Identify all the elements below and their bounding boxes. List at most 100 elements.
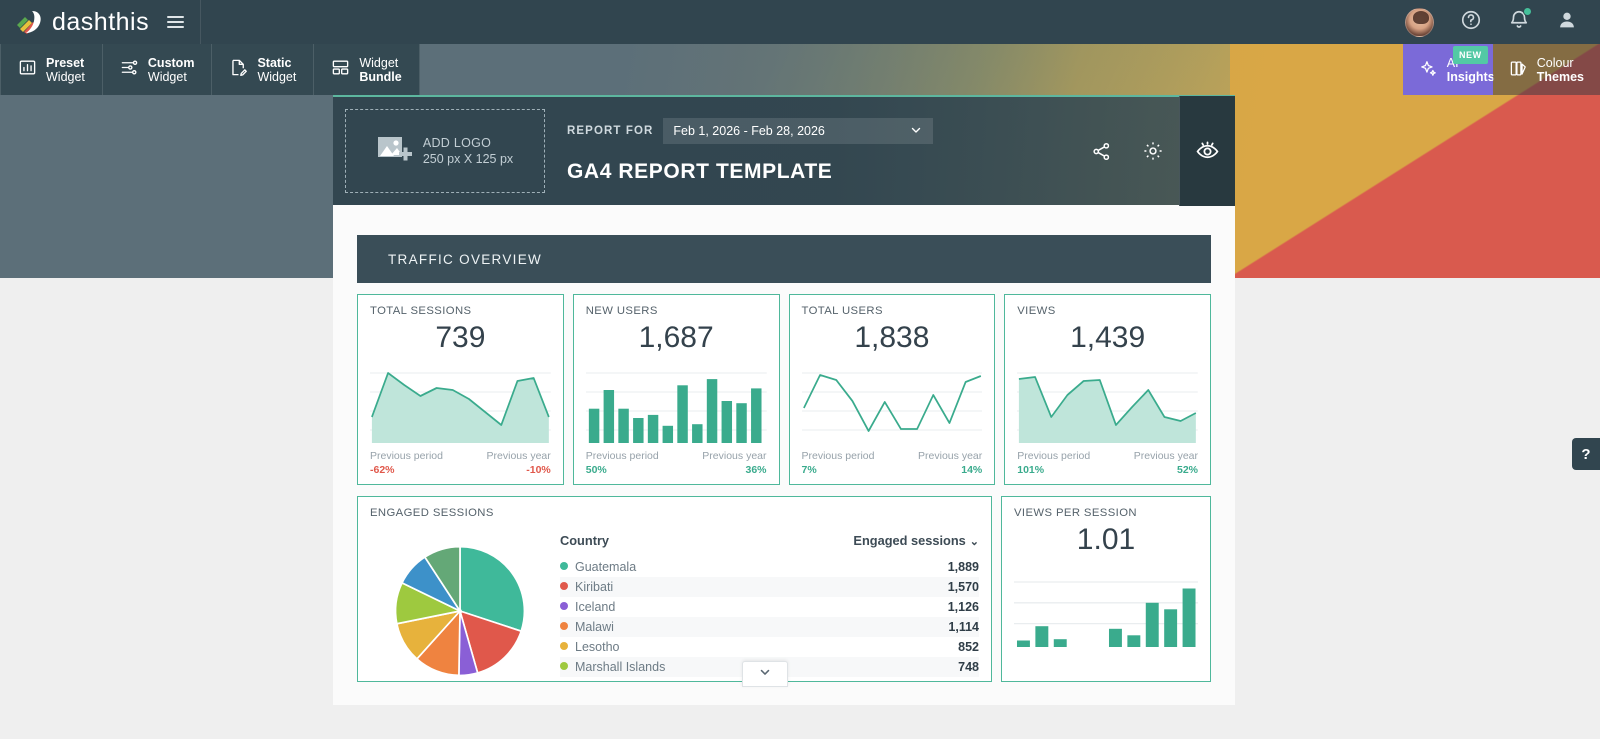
kpi-prev-period-label: Previous period bbox=[370, 450, 443, 462]
user-avatar[interactable] bbox=[1405, 7, 1434, 37]
ai-insights-bold: Insights bbox=[1446, 69, 1495, 84]
colour-themes-button[interactable]: Colour Themes bbox=[1492, 44, 1600, 95]
bottom-row: ENGAGED SESSIONS bbox=[357, 496, 1211, 687]
table-row[interactable]: Marshall Islands 748 bbox=[560, 657, 979, 677]
help-floating-button[interactable]: ? bbox=[1572, 438, 1600, 470]
engaged-sessions-table-wrap: Country Engaged sessions ⌄ Guatemala bbox=[550, 519, 979, 687]
kpi-card-views[interactable]: VIEWS 1,439 bbox=[1004, 294, 1211, 485]
chevron-down-icon bbox=[909, 123, 923, 140]
table-cell-value: 852 bbox=[958, 640, 979, 654]
expand-table-button[interactable] bbox=[741, 661, 788, 687]
views-per-session-value: 1.01 bbox=[1076, 523, 1136, 556]
kpi-prev-period-value: -62% bbox=[370, 464, 395, 476]
person-icon[interactable] bbox=[1556, 9, 1578, 36]
kpi-footer: Previous period 7% Previous year 14% bbox=[802, 450, 983, 476]
kpi-prev-year: Previous year 52% bbox=[1134, 450, 1198, 476]
palette-icon bbox=[1509, 59, 1528, 81]
table-row[interactable]: Iceland 1,126 bbox=[560, 597, 979, 617]
custom-widget-bold: Custom bbox=[147, 55, 195, 70]
ai-insights-button[interactable]: NEW AI Insights bbox=[1402, 44, 1495, 95]
kpi-card-new-users[interactable]: NEW USERS 1,687 bbox=[572, 294, 780, 485]
new-badge: NEW bbox=[1452, 46, 1488, 64]
sparkline-total-users bbox=[801, 365, 983, 443]
table-cell-value: 748 bbox=[751, 657, 979, 677]
sparkline-area-views bbox=[1017, 365, 1198, 443]
help-circle-icon[interactable] bbox=[1460, 9, 1482, 36]
kpi-title: TOTAL USERS bbox=[801, 305, 883, 317]
image-add-icon bbox=[377, 136, 413, 166]
kpi-prev-period-value: 101% bbox=[1017, 464, 1045, 476]
custom-widget-light: Widget bbox=[147, 69, 187, 84]
kpi-title: NEW USERS bbox=[585, 305, 658, 317]
table-header-row: Country Engaged sessions ⌄ bbox=[560, 533, 979, 557]
dashthis-logo-icon bbox=[14, 9, 44, 35]
right-tools-group: NEW AI Insights bbox=[1402, 44, 1600, 95]
add-logo-dropzone[interactable]: ADD LOGO 250 px X 125 px bbox=[345, 109, 545, 193]
chevron-down-icon: ⌄ bbox=[969, 536, 979, 548]
preset-widget-light: Widget bbox=[46, 69, 85, 84]
chevron-down-icon bbox=[758, 665, 772, 684]
country-name: Malawi bbox=[575, 620, 614, 634]
bar-chart-icon bbox=[18, 58, 37, 82]
country-name: Marshall Islands bbox=[575, 660, 666, 674]
top-navigation-bar: dashthis bbox=[0, 0, 1600, 44]
widget-bundle-button[interactable]: Widget Bundle bbox=[314, 44, 420, 95]
kpi-prev-period-label: Previous period bbox=[585, 450, 659, 462]
panel-engaged-sessions[interactable]: ENGAGED SESSIONS bbox=[357, 496, 992, 687]
kpi-prev-period-value: 7% bbox=[801, 464, 817, 476]
date-range-value: Feb 1, 2026 - Feb 28, 2026 bbox=[673, 124, 825, 138]
table-cell-country: Marshall Islands bbox=[560, 657, 752, 677]
report-for-row: REPORT FOR Feb 1, 2026 - Feb 28, 2026 bbox=[567, 118, 1075, 144]
kpi-prev-year: Previous year -10% bbox=[487, 450, 551, 476]
notification-badge bbox=[1523, 6, 1532, 16]
panel-views-per-session[interactable]: VIEWS PER SESSION 1.01 bbox=[1001, 496, 1211, 682]
report-header-actions bbox=[1075, 96, 1235, 206]
table-row[interactable]: Malawi 1,114 bbox=[560, 617, 979, 637]
kpi-prev-period: Previous period 101% bbox=[1017, 450, 1090, 476]
kpi-footer: Previous period -62% Previous year -10% bbox=[370, 450, 551, 476]
widget-bundle-label: Widget Bundle bbox=[359, 56, 401, 84]
kpi-card-total-users[interactable]: TOTAL USERS 1,838 Previou bbox=[788, 294, 996, 485]
series-color-dot bbox=[560, 562, 568, 570]
hamburger-icon[interactable] bbox=[167, 16, 185, 28]
kpi-prev-year-label: Previous year bbox=[702, 450, 767, 462]
series-color-dot bbox=[560, 622, 568, 630]
table-row[interactable]: Lesotho 852 bbox=[560, 637, 979, 657]
kpi-row: TOTAL SESSIONS 739 bbox=[357, 294, 1211, 485]
country-name: Kiribati bbox=[575, 580, 614, 594]
settings-gear-icon[interactable] bbox=[1127, 96, 1179, 206]
table-row[interactable]: Guatemala 1,889 bbox=[560, 557, 979, 577]
country-name: Lesotho bbox=[575, 640, 620, 654]
bell-icon[interactable] bbox=[1508, 6, 1532, 36]
column-header-engaged-sessions-label: Engaged sessions bbox=[853, 533, 966, 548]
column-header-country[interactable]: Country bbox=[560, 533, 610, 548]
engaged-sessions-table: Country Engaged sessions ⌄ Guatemala bbox=[560, 533, 979, 677]
colour-themes-bold: Themes bbox=[1536, 69, 1584, 84]
series-color-dot bbox=[560, 662, 568, 670]
custom-widget-button[interactable]: Custom Widget bbox=[102, 44, 213, 95]
sparkle-icon bbox=[1419, 59, 1438, 81]
brand-logo[interactable]: dashthis bbox=[0, 0, 200, 44]
kpi-prev-year-value: 36% bbox=[745, 464, 767, 476]
kpi-prev-period-label: Previous period bbox=[801, 450, 875, 462]
table-cell-country: Guatemala bbox=[560, 557, 751, 577]
engaged-sessions-title: ENGAGED SESSIONS bbox=[370, 507, 494, 519]
report-for-label: REPORT FOR bbox=[567, 125, 654, 137]
add-logo-text: ADD LOGO 250 px X 125 px bbox=[423, 135, 513, 167]
static-widget-button[interactable]: Static Widget bbox=[212, 44, 315, 95]
preview-eye-icon[interactable] bbox=[1179, 96, 1235, 206]
preset-widget-button[interactable]: Preset Widget bbox=[0, 44, 103, 95]
report-title: GA4 REPORT TEMPLATE bbox=[567, 160, 833, 183]
kpi-title: VIEWS bbox=[1017, 305, 1056, 317]
section-traffic-overview-title: TRAFFIC OVERVIEW bbox=[357, 235, 1211, 283]
kpi-prev-period-value: 50% bbox=[585, 464, 607, 476]
column-header-engaged-sessions[interactable]: Engaged sessions ⌄ bbox=[751, 533, 979, 557]
table-row[interactable]: Kiribati 1,570 bbox=[560, 577, 979, 597]
views-per-session-title: VIEWS PER SESSION bbox=[1014, 507, 1137, 519]
report-body: TRAFFIC OVERVIEW TOTAL SESSIONS 739 bbox=[333, 205, 1235, 705]
kpi-prev-period: Previous period 7% bbox=[802, 450, 875, 476]
kpi-prev-period: Previous period -62% bbox=[370, 450, 443, 476]
date-range-selector[interactable]: Feb 1, 2026 - Feb 28, 2026 bbox=[663, 118, 934, 144]
kpi-card-total-sessions[interactable]: TOTAL SESSIONS 739 bbox=[357, 294, 564, 485]
share-icon[interactable] bbox=[1075, 96, 1127, 206]
